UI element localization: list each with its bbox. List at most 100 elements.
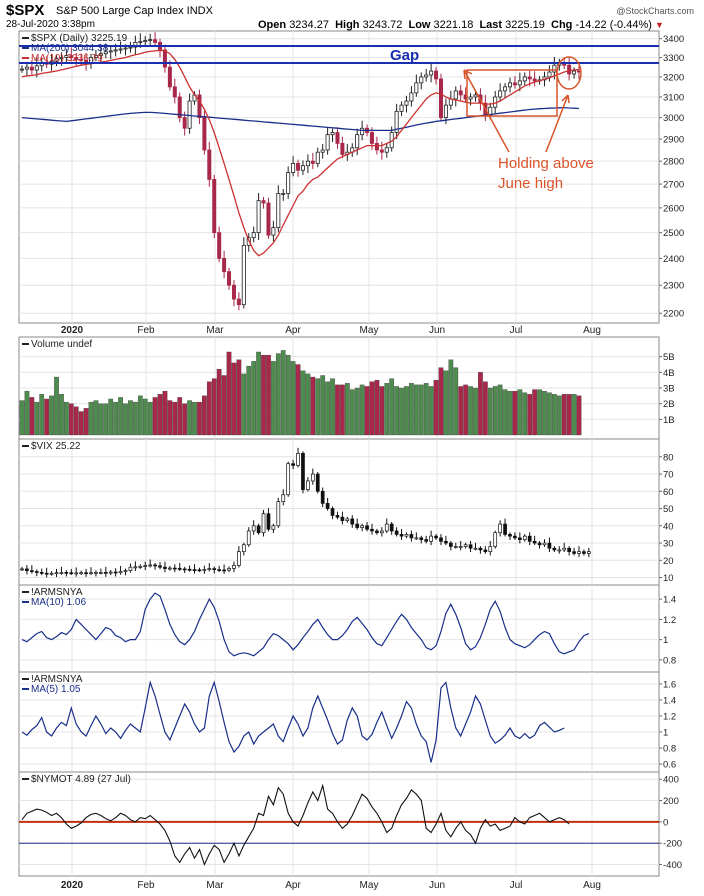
volume-bar: [241, 373, 247, 436]
volume-bar: [349, 389, 355, 436]
arms-ma10-line: [21, 592, 590, 657]
volume-bar: [162, 390, 168, 436]
vix-candle: [103, 572, 108, 574]
volume-bar: [93, 400, 99, 436]
price-candle: [153, 39, 158, 43]
volume-bar: [428, 386, 434, 436]
volume-bar: [389, 378, 395, 436]
volume-bar: [310, 376, 316, 436]
vix-candle: [20, 568, 24, 571]
price-candle: [458, 90, 463, 96]
volume-bar: [167, 400, 173, 436]
panel-frame-3: [18, 584, 660, 673]
ohlc-summary: Open 3234.27 High 3243.72 Low 3221.18 La…: [258, 19, 664, 31]
price-candle: [522, 76, 527, 82]
volume-bar: [482, 381, 488, 436]
june-range-box: [466, 69, 558, 117]
price-candle: [271, 227, 276, 236]
vix-candle: [508, 534, 512, 537]
price-candle: [167, 66, 172, 88]
vix-candle: [271, 525, 276, 530]
price-candle: [177, 96, 182, 119]
vix-candle: [74, 572, 79, 575]
legend-entry: $VIX 25.22: [31, 441, 81, 452]
vix-candle: [281, 494, 286, 503]
vix-candle: [439, 537, 443, 542]
y-tick-label: 2800: [663, 157, 684, 168]
vix-candle: [582, 551, 586, 554]
volume-bar: [335, 384, 340, 436]
vix-candle: [537, 542, 542, 546]
price-candle: [98, 53, 103, 57]
volume-bar: [374, 380, 380, 436]
vix-candle: [241, 544, 246, 553]
vix-candle: [483, 549, 488, 553]
vix-candle: [473, 547, 478, 550]
volume-bar: [547, 392, 552, 436]
price-candle: [335, 132, 340, 144]
volume-bar: [256, 351, 261, 436]
price-candle: [512, 82, 517, 86]
price-candle: [79, 59, 84, 61]
price-candle: [517, 80, 522, 86]
volume-bar: [206, 381, 212, 436]
volume-bar: [236, 359, 242, 436]
vix-candle: [498, 523, 502, 534]
vix-candle: [222, 569, 226, 572]
volume-bar: [537, 389, 542, 436]
x-axis-label: Jun: [429, 325, 445, 336]
vix-candle: [424, 539, 429, 542]
y-tick-label: 3200: [663, 72, 684, 83]
price-candle: [103, 51, 108, 55]
volume-bar: [527, 394, 533, 436]
volume-bar: [285, 354, 291, 436]
panel-frame-2: [18, 438, 660, 586]
vix-candle: [256, 525, 261, 534]
price-candle: [123, 47, 128, 50]
volume-bar: [369, 381, 375, 436]
y-tick-label: 4B: [663, 368, 675, 379]
vix-candle: [375, 530, 379, 534]
price-candle: [143, 40, 148, 42]
y-tick-label: 2600: [663, 203, 684, 214]
price-candle: [24, 66, 29, 70]
vix-candle: [419, 537, 424, 540]
volume-bar: [354, 387, 360, 436]
y-tick-label: 3300: [663, 53, 684, 64]
y-tick-label: 200: [663, 796, 679, 807]
x-axis-label-bottom: Mar: [206, 880, 224, 891]
vix-candle: [399, 534, 404, 537]
volume-bar: [202, 395, 207, 436]
low-value: 3221.18: [433, 19, 474, 31]
low-label: Low: [408, 19, 431, 31]
y-tick-label: 3B: [663, 384, 675, 395]
vix-candle: [330, 508, 335, 516]
last-label: Last: [479, 19, 503, 31]
volume-bar: [73, 406, 79, 436]
panel-frame-0: [18, 30, 660, 324]
price-candle: [59, 57, 64, 59]
price-candle: [54, 58, 59, 62]
vix-candle: [34, 571, 39, 573]
volume-bar: [384, 383, 390, 436]
volume-bar: [54, 376, 59, 436]
volume-bar: [88, 401, 94, 436]
volume-bar: [512, 390, 518, 436]
x-axis-label-bottom: 2020: [61, 880, 84, 891]
volume-bar: [197, 401, 202, 436]
vix-candle: [59, 572, 64, 574]
price-candle: [577, 70, 582, 73]
volume-bar: [359, 384, 365, 436]
x-axis-label: Jul: [510, 325, 523, 336]
volume-bar: [98, 403, 104, 436]
timestamp: 28-Jul-2020 3:38pm: [6, 19, 95, 30]
vix-candle: [118, 571, 123, 574]
volume-bar: [78, 411, 84, 436]
legend-entry: $SPX (Daily) 3225.19: [31, 33, 128, 44]
price-candle: [212, 179, 217, 234]
y-tick-label: 60: [663, 487, 674, 498]
volume-bar: [315, 378, 321, 436]
volume-bar: [29, 397, 35, 436]
vix-candle: [69, 572, 74, 575]
price-candle: [300, 165, 305, 171]
